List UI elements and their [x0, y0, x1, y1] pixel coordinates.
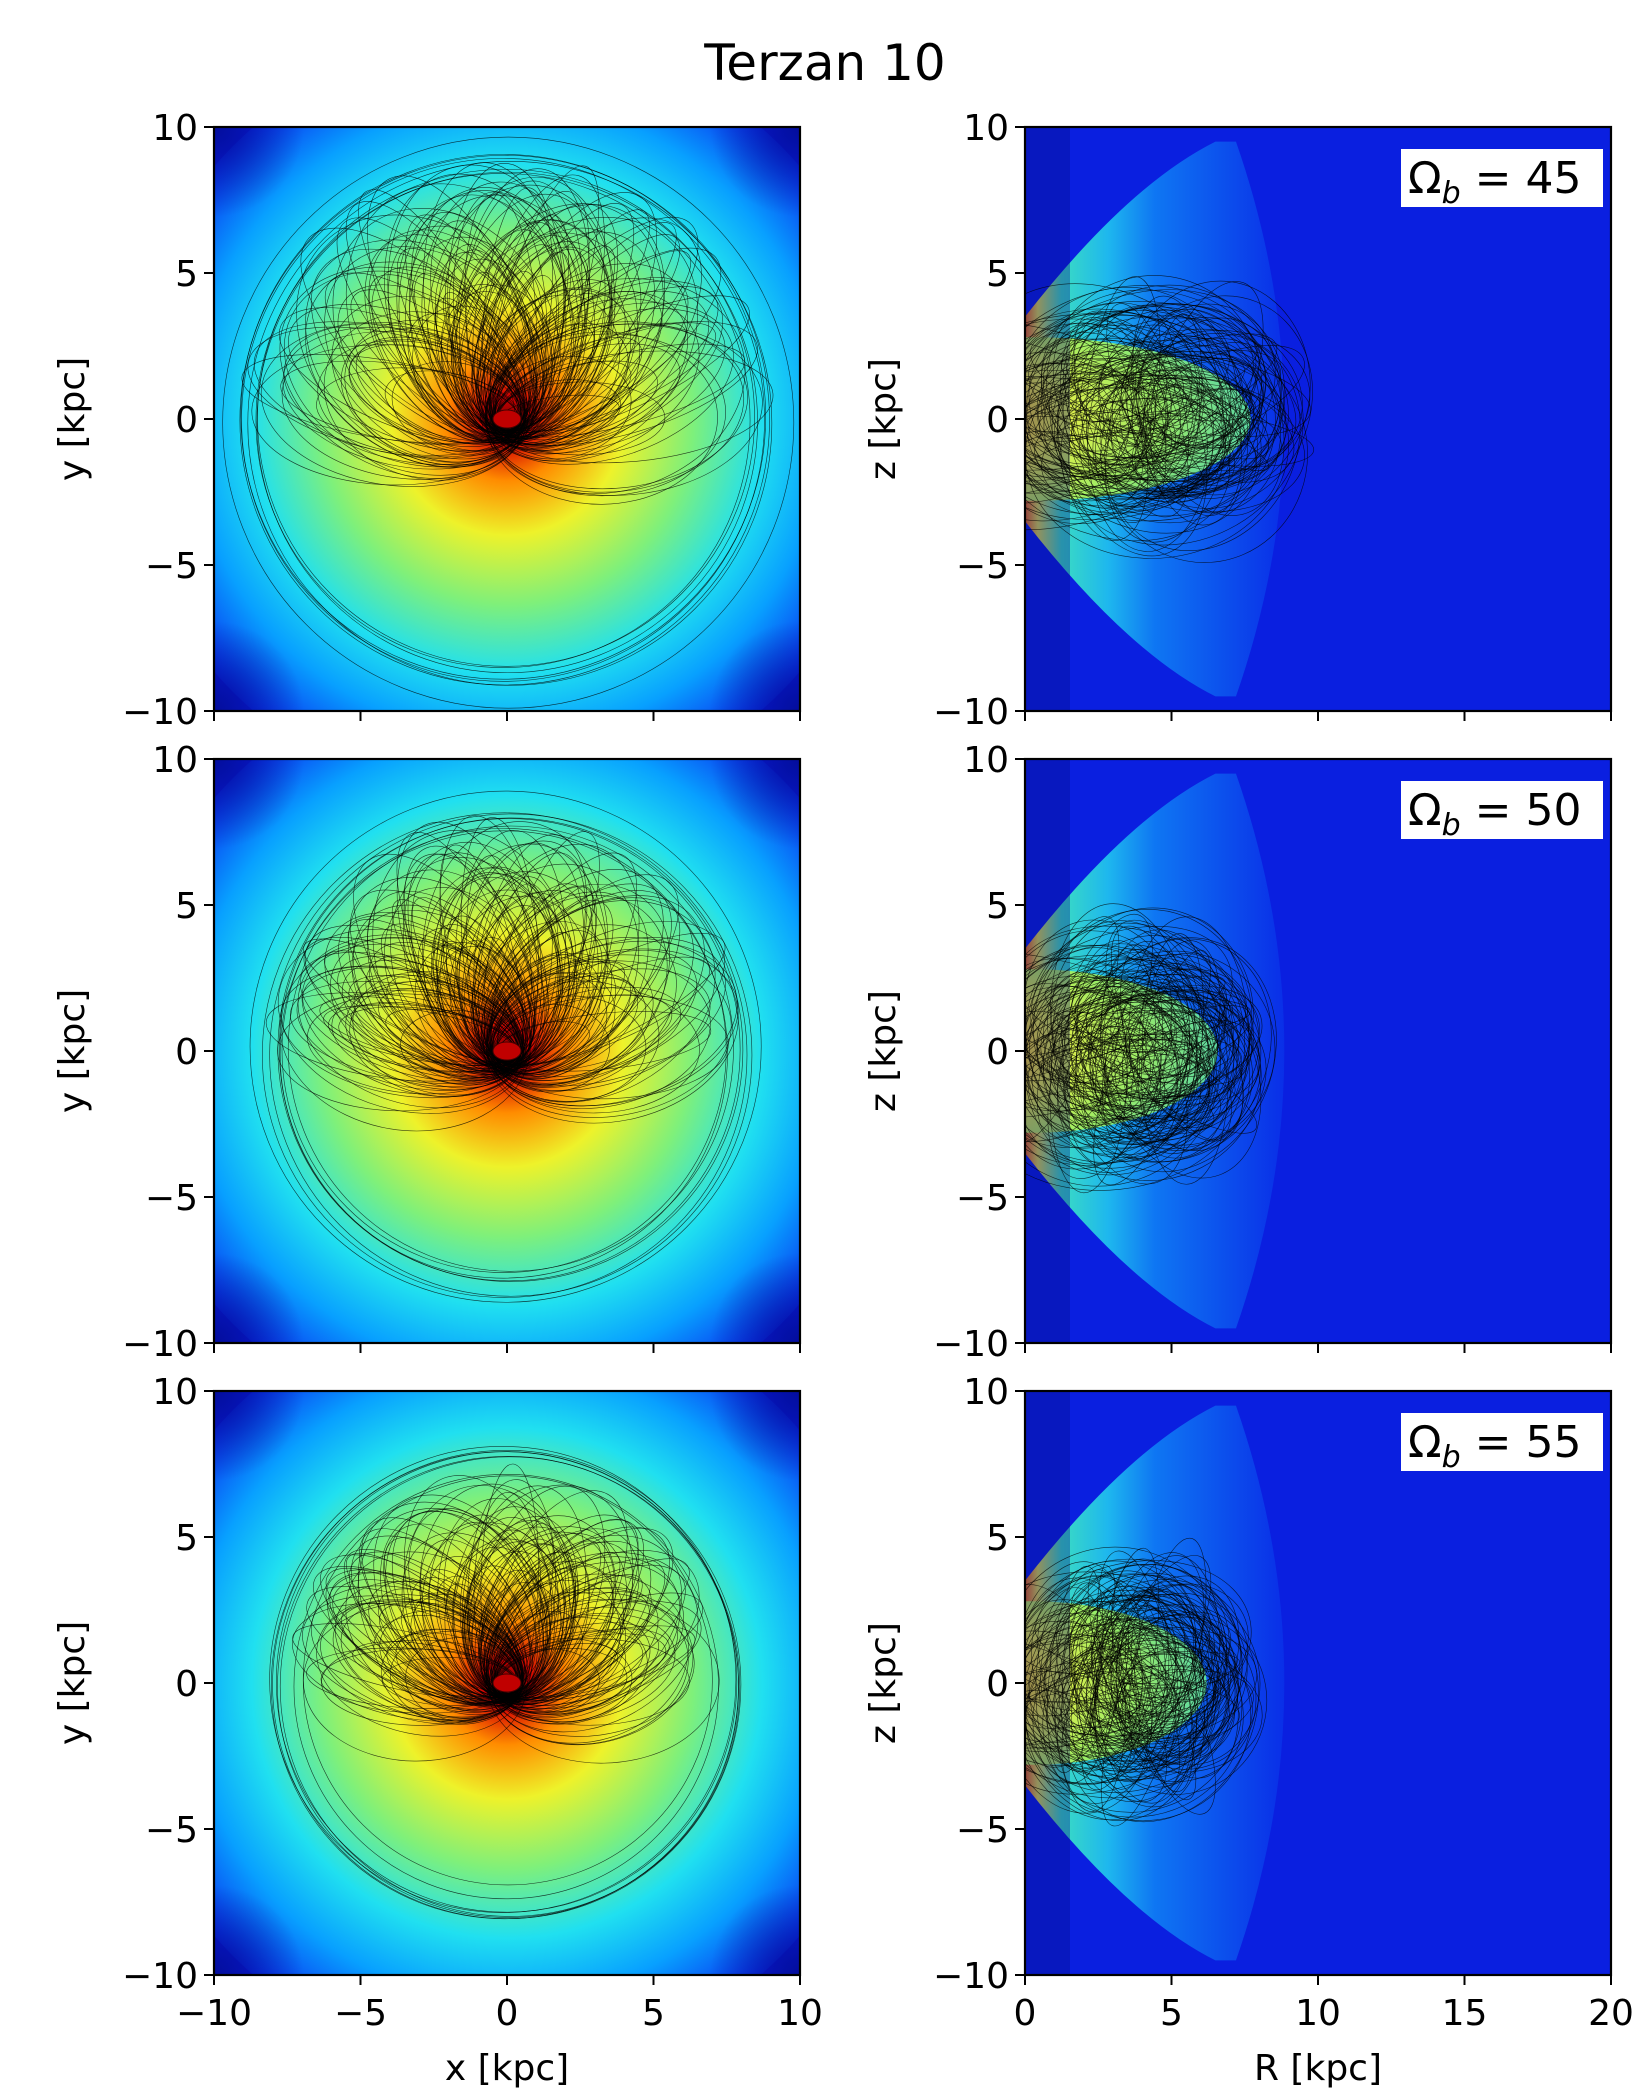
y-tick-label: −5 [956, 1178, 1009, 1219]
y-tick-label: 10 [152, 740, 198, 781]
x-tick-label: 0 [496, 1993, 519, 2034]
x-tick-label: 15 [1442, 1993, 1488, 2034]
y-axis-label: y [kpc] [52, 989, 93, 1113]
y-axis-label: y [kpc] [52, 357, 93, 481]
x-tick-label: 5 [642, 1993, 665, 2034]
x-tick-label: 10 [777, 1993, 823, 2034]
density-map [214, 759, 800, 1343]
y-tick-label: −5 [956, 1810, 1009, 1851]
x-tick-label: −5 [334, 1993, 387, 2034]
x-tick-label: −10 [176, 1993, 252, 2034]
density-map [214, 127, 800, 711]
orbit-traces [1025, 903, 1277, 1194]
y-tick-label: −5 [145, 1810, 198, 1851]
density-map [214, 1391, 800, 1975]
density-map [1025, 1391, 1611, 1975]
y-tick-label: 10 [152, 108, 198, 149]
y-tick-label: −10 [122, 1324, 198, 1365]
y-tick-label: −5 [145, 1178, 198, 1219]
orbit-traces [269, 1446, 742, 1920]
y-tick-label: 5 [986, 886, 1009, 927]
x-axis-label: x [kpc] [445, 2048, 569, 2089]
y-tick-label: 10 [963, 108, 1009, 149]
annotation-box [1401, 149, 1603, 207]
annotation-label: Ωb = 55 [1408, 1417, 1582, 1475]
panel-row2-right: Ωb = 50 −10 −5 0 5 10 z [kpc] [863, 740, 1613, 1365]
y-tick-label: 5 [175, 886, 198, 927]
panel-row1-right: Ωb = 45 −10 −5 0 5 10 z [kpc] [863, 108, 1613, 733]
y-tick-label: 0 [986, 1032, 1009, 1073]
x-tick-label: 5 [1160, 1993, 1183, 2034]
y-axis-label: z [kpc] [863, 358, 904, 480]
y-axis-label: y [kpc] [52, 1621, 93, 1745]
y-axis-label: z [kpc] [863, 1622, 904, 1744]
y-tick-label: 5 [986, 1518, 1009, 1559]
y-tick-label: −10 [933, 1324, 1009, 1365]
density-core [492, 1673, 522, 1693]
panel-row2-left: −10 −5 0 5 10 y [kpc] [52, 740, 802, 1365]
y-tick-label: −10 [933, 1956, 1009, 1997]
omega-annotation: Ωb = 55 [1401, 1413, 1603, 1475]
omega-annotation: Ωb = 50 [1401, 781, 1603, 843]
y-tick-label: 10 [963, 1372, 1009, 1413]
annotation-box [1401, 1413, 1603, 1471]
panel-row1-left: −10 −5 0 5 10 y [kpc] [52, 108, 802, 733]
x-axis-label: R [kpc] [1254, 2048, 1382, 2089]
panel-row3-right: Ωb = 55 −10 −5 0 5 10 0 5 10 15 20 z [kpc] R [kpc] [863, 1372, 1634, 2089]
y-tick-label: −5 [956, 546, 1009, 587]
y-tick-label: 0 [986, 400, 1009, 441]
annotation-label: Ωb = 45 [1408, 153, 1582, 211]
density-core [492, 409, 522, 429]
y-tick-label: −10 [122, 692, 198, 733]
density-map [1025, 127, 1611, 711]
x-tick-label: 0 [1014, 1993, 1037, 2034]
y-tick-label: 10 [152, 1372, 198, 1413]
y-tick-label: 10 [963, 740, 1009, 781]
y-tick-label: 5 [175, 254, 198, 295]
y-axis-label: z [kpc] [863, 990, 904, 1112]
y-tick-label: 0 [175, 1032, 198, 1073]
annotation-label: Ωb = 50 [1408, 785, 1582, 843]
density-core [492, 1041, 522, 1061]
x-tick-label: 10 [1295, 1993, 1341, 2034]
x-tick-label: 20 [1588, 1993, 1634, 2034]
y-tick-label: 0 [175, 400, 198, 441]
orbit-traces [249, 790, 762, 1303]
y-tick-label: −5 [145, 546, 198, 587]
orbit-traces [1025, 275, 1315, 563]
omega-annotation: Ωb = 45 [1401, 149, 1603, 211]
y-tick-label: 0 [986, 1664, 1009, 1705]
y-tick-label: 5 [986, 254, 1009, 295]
y-tick-label: 5 [175, 1518, 198, 1559]
y-tick-label: −10 [122, 1956, 198, 1997]
orbit-traces [1025, 1537, 1268, 1827]
y-tick-label: −10 [933, 692, 1009, 733]
y-tick-label: 0 [175, 1664, 198, 1705]
figure-title: Terzan 10 [703, 34, 945, 92]
annotation-box [1401, 781, 1603, 839]
panel-row3-left: −10 −5 0 5 10 −10 −5 0 5 10 y [kpc] x [kpc] [52, 1372, 823, 2089]
density-map [1025, 759, 1611, 1343]
orbit-traces [222, 136, 795, 709]
